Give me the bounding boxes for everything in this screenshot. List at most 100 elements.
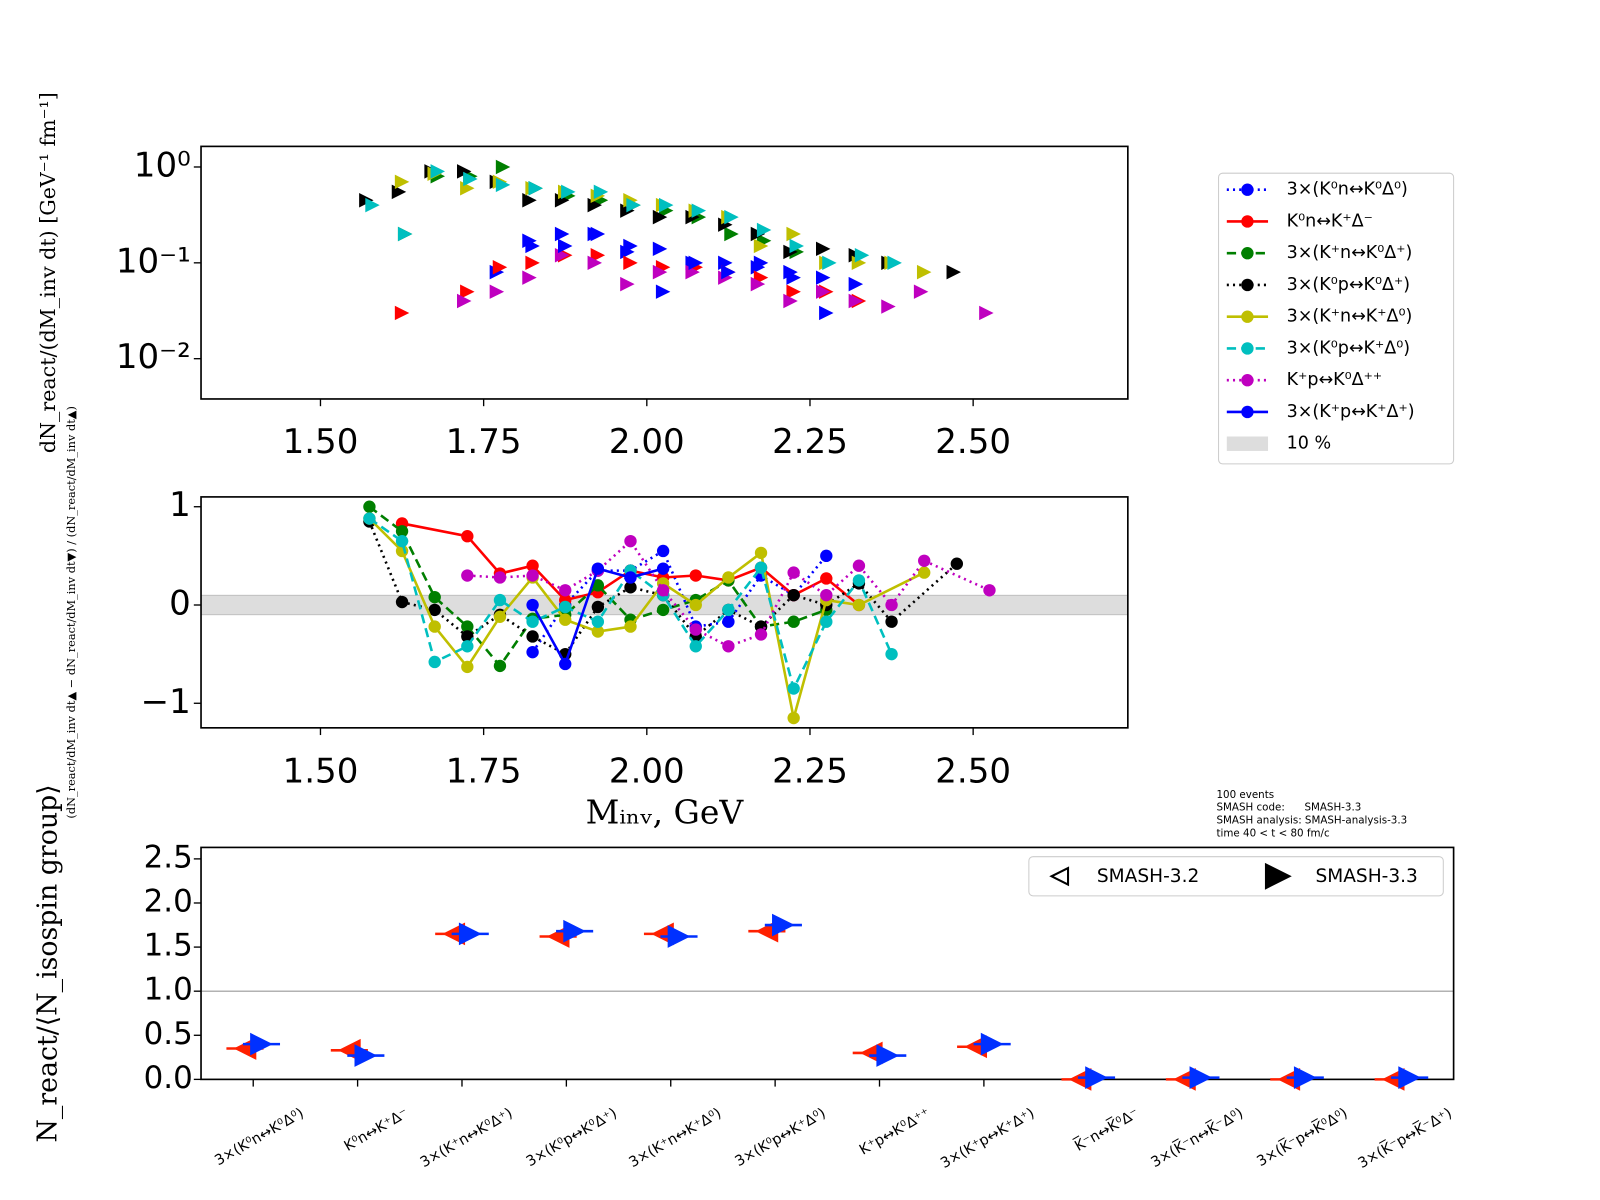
- data-marker: [495, 159, 511, 175]
- y-axis-label: N_react/⟨N_isospin group⟩: [32, 784, 63, 1142]
- data-marker: [623, 255, 638, 271]
- data-marker: [1085, 1066, 1108, 1089]
- legend-box: [1028, 856, 1444, 897]
- data-point: [526, 630, 539, 643]
- data-point: [689, 623, 702, 636]
- data-marker: [786, 226, 801, 242]
- x-tick-label: 3×(K⁺n↔K⁰Δ⁺): [418, 1105, 516, 1171]
- data-point: [722, 615, 735, 628]
- data-point: [820, 588, 833, 602]
- data-marker: [815, 270, 831, 285]
- data-marker: [593, 184, 609, 200]
- data-marker: [457, 164, 472, 179]
- x-axis-label: Mᵢₙᵥ, GeV: [586, 792, 745, 831]
- data-point: [722, 640, 735, 653]
- data-point: [787, 711, 800, 725]
- data-point: [493, 593, 507, 607]
- data-point: [983, 584, 996, 597]
- data-point: [591, 579, 605, 592]
- annotation: SMASH code: SMASH-3.3: [1216, 802, 1361, 814]
- x-tick-label: 2.00: [609, 752, 685, 792]
- y-tick-label: 1.5: [144, 928, 193, 964]
- data-marker: [916, 264, 932, 280]
- legend-marker: [1241, 342, 1254, 355]
- data-point: [395, 525, 409, 538]
- data-marker: [463, 171, 478, 187]
- data-marker: [789, 238, 804, 254]
- data-marker: [1293, 1066, 1317, 1089]
- legend-label: 10 %: [1287, 434, 1332, 454]
- data-marker: [913, 284, 929, 299]
- data-point: [918, 566, 931, 579]
- data-marker: [724, 209, 739, 225]
- data-point: [428, 620, 441, 633]
- x-tick-label: 3×(K⁺n↔K⁺Δ⁰): [627, 1105, 725, 1171]
- data-point: [852, 559, 866, 572]
- legend-label: 3×(K⁺p↔K⁺Δ⁺): [1287, 402, 1415, 422]
- legend-label: K⁺p↔K⁰Δ⁺⁺: [1287, 370, 1383, 390]
- y-tick-label: 0: [169, 584, 191, 624]
- data-point: [395, 595, 409, 609]
- data-point: [559, 613, 572, 626]
- x-tick-label: 2.25: [772, 752, 848, 792]
- data-point: [591, 625, 605, 638]
- data-point: [461, 569, 474, 582]
- data-marker: [460, 284, 475, 299]
- data-point: [885, 647, 898, 661]
- legend-marker: [1049, 866, 1070, 887]
- legend-marker: [1241, 310, 1254, 323]
- data-line: [368, 517, 893, 693]
- x-tick-label: 1.50: [283, 752, 359, 792]
- data-marker: [590, 226, 606, 242]
- data-marker: [623, 238, 638, 254]
- y-tick-label: 10⁻¹: [116, 241, 191, 281]
- x-tick-label: 3×(K̅⁻p↔K̅⁻Δ⁺): [1355, 1104, 1455, 1172]
- data-marker: [1189, 1066, 1213, 1089]
- data-marker: [979, 305, 994, 321]
- x-tick-label: K⁺p↔K⁰Δ⁺⁺: [857, 1105, 933, 1158]
- annotation: time 40 < t < 80 fm/c: [1216, 828, 1330, 840]
- data-marker: [522, 270, 537, 285]
- data-point: [689, 640, 702, 653]
- data-point: [787, 566, 800, 579]
- data-point: [461, 630, 474, 643]
- data-point: [754, 628, 768, 641]
- legend-label: 3×(K⁰n↔K⁰Δ⁰): [1287, 180, 1408, 200]
- data-marker: [525, 238, 540, 254]
- plot-frame: [200, 145, 1129, 400]
- data-point: [689, 569, 702, 582]
- data-marker: [819, 305, 834, 321]
- data-marker: [522, 193, 537, 208]
- data-marker: [848, 276, 864, 292]
- y-tick-label: −1: [141, 682, 191, 722]
- x-tick-label: 3×(K̅⁻p↔K̅⁰Δ⁰): [1254, 1104, 1351, 1170]
- x-tick-label: 1.75: [446, 422, 522, 462]
- data-marker: [946, 264, 961, 280]
- data-point: [461, 620, 474, 633]
- data-point: [591, 562, 605, 575]
- data-point: [624, 620, 637, 633]
- data-marker: [815, 241, 831, 257]
- data-point: [624, 571, 637, 584]
- data-marker: [786, 284, 801, 299]
- data-point: [591, 600, 605, 614]
- legend-label: 3×(K⁰p↔K⁺Δ⁰): [1287, 338, 1411, 358]
- data-point: [852, 574, 866, 587]
- y-tick-label: 1: [169, 485, 191, 525]
- data-marker: [652, 264, 668, 280]
- data-point: [656, 544, 670, 558]
- data-marker: [458, 922, 482, 946]
- data-marker: [753, 255, 769, 271]
- data-point: [787, 682, 800, 695]
- legend-label: 3×(K⁰p↔K⁰Δ⁺): [1287, 275, 1411, 295]
- data-point: [950, 557, 964, 570]
- y-tick-label: 2.0: [144, 883, 193, 919]
- data-marker: [590, 248, 606, 263]
- x-tick-label: 3×(K⁰p↔K⁺Δ⁰): [733, 1105, 829, 1170]
- data-marker: [655, 284, 671, 299]
- data-point: [559, 584, 572, 597]
- data-point: [624, 534, 637, 548]
- legend-label: SMASH-3.2: [1097, 866, 1199, 887]
- data-point: [428, 603, 441, 617]
